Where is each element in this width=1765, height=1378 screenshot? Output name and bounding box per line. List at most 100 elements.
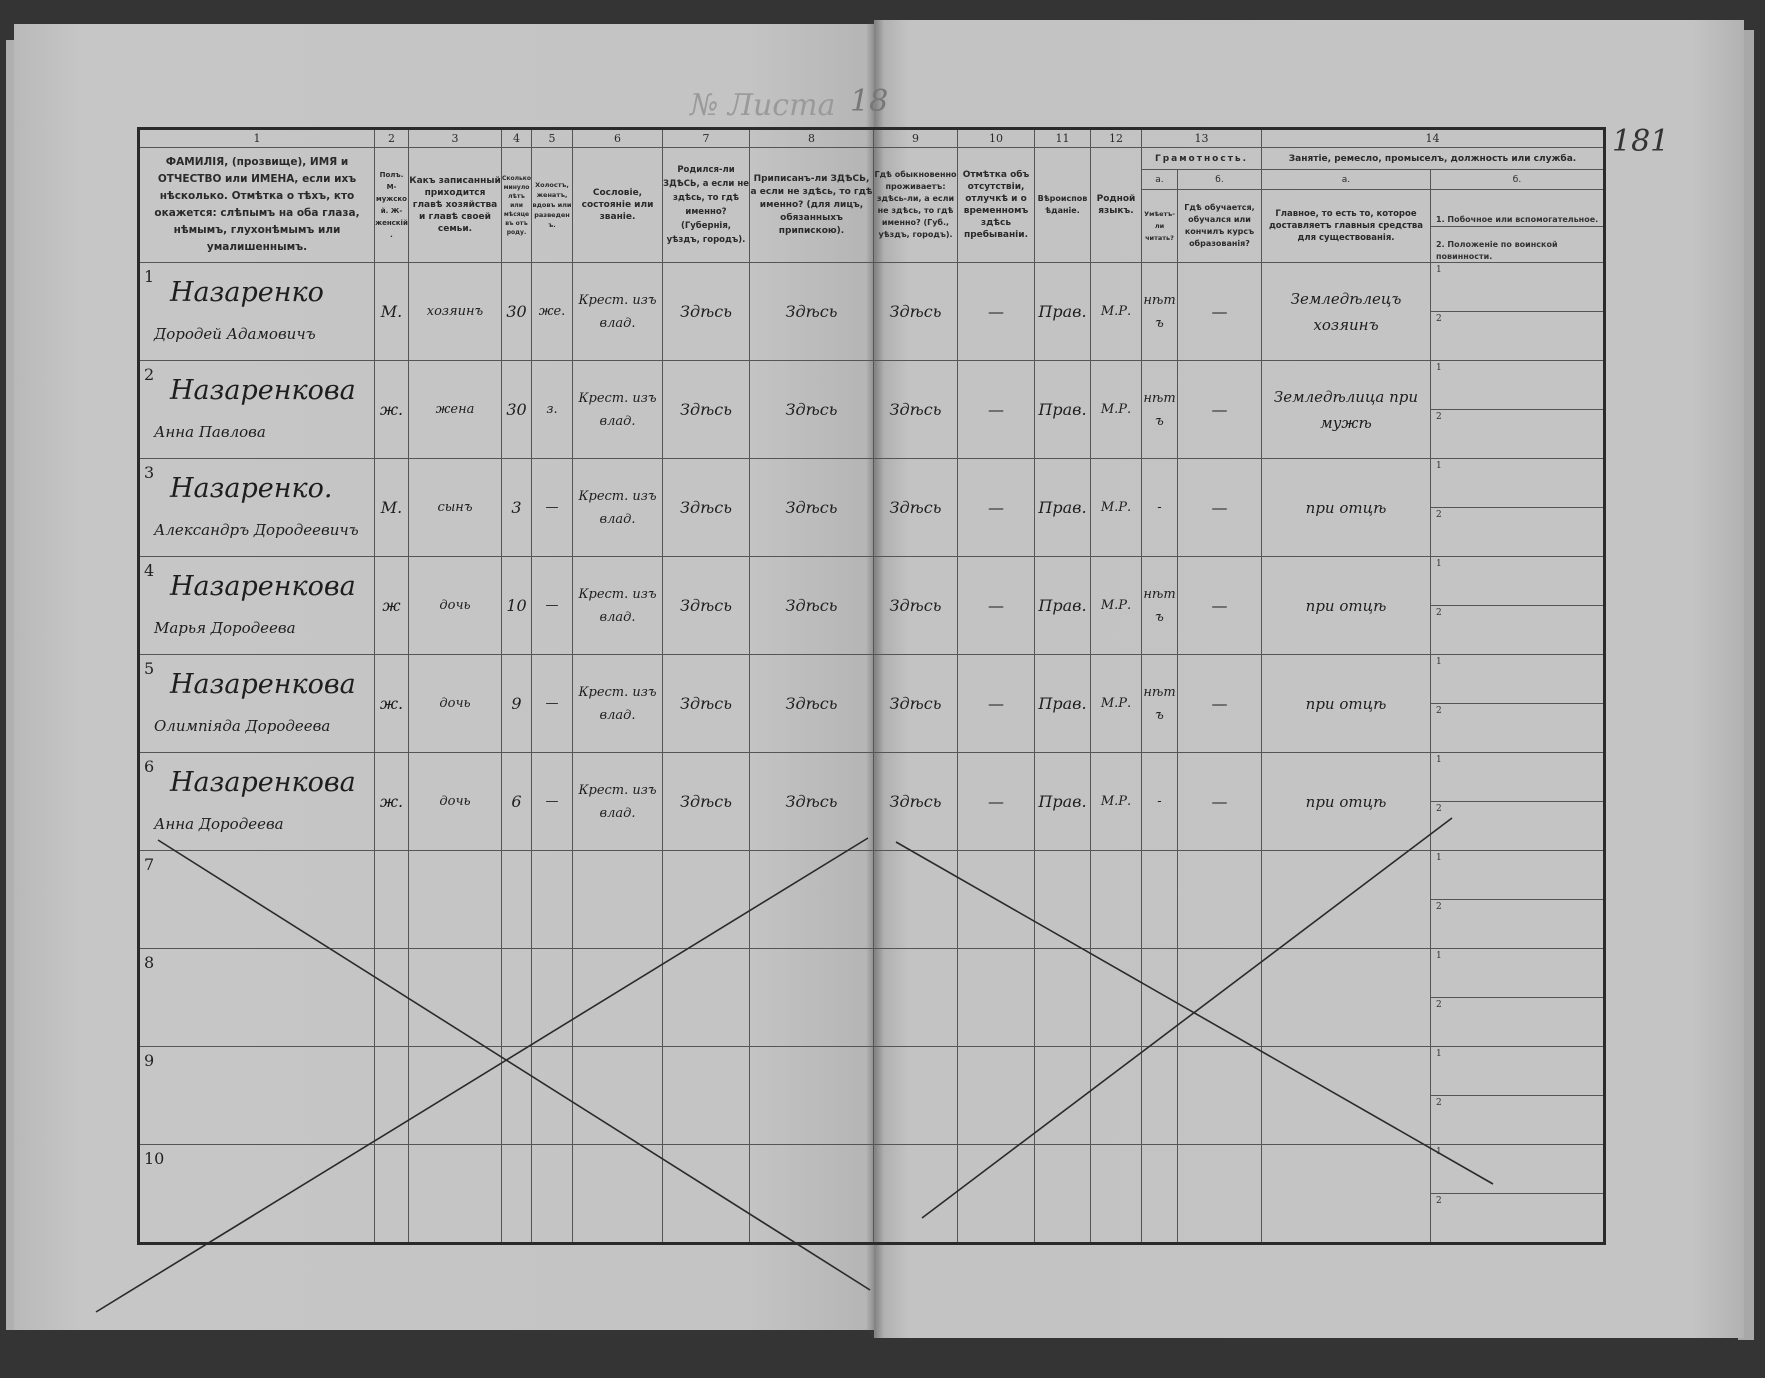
row-number: 5 xyxy=(144,659,155,678)
absence-cell-text: — xyxy=(988,596,1004,615)
absence-cell: — xyxy=(957,360,1035,459)
language-cell xyxy=(1090,850,1142,949)
education-cell xyxy=(1177,1046,1262,1145)
language-cell-text: М.Р. xyxy=(1100,696,1132,711)
name-cell: 6 Назаренкова Анна Дородеева xyxy=(138,752,375,851)
age-cell-text: 30 xyxy=(506,400,527,419)
census-table: 1 2 3 4 5 6 7 8 9 10 11 12 13 14 ФАМИЛІЯ… xyxy=(137,127,1606,1245)
absence-cell xyxy=(957,1144,1035,1244)
absence-cell-text: — xyxy=(988,302,1004,321)
language-cell: М.Р. xyxy=(1090,262,1142,361)
language-cell-text: М.Р. xyxy=(1100,794,1132,809)
education-cell-text: — xyxy=(1211,792,1228,811)
estate-cell-text: Крест. изъ влад. xyxy=(578,390,657,429)
age-cell-text: 9 xyxy=(511,694,522,713)
sex-cell xyxy=(374,948,409,1047)
sub-row-label: 1 xyxy=(1436,559,1442,569)
age-cell-text: 6 xyxy=(511,792,522,811)
surname: Назаренкова xyxy=(170,375,356,406)
marital-cell-text: — xyxy=(545,500,559,515)
absence-cell xyxy=(957,948,1035,1047)
registration-cell: Здѣсь xyxy=(749,556,874,655)
header-military-status: 2. Положеніе по воинской повинности. xyxy=(1431,226,1603,262)
language-cell-text: М.Р. xyxy=(1100,598,1132,613)
sex-cell: ж. xyxy=(374,360,409,459)
age-cell: 30 xyxy=(501,360,532,459)
estate-cell xyxy=(572,1046,663,1145)
header-religion: Вѣроисповѣданіе. xyxy=(1034,147,1091,263)
residence-cell xyxy=(873,1144,958,1244)
birthplace-cell: Здѣсь xyxy=(662,556,750,655)
education-cell xyxy=(1177,850,1262,949)
header-estate: Сословіе, состояніе или званіе. xyxy=(572,147,663,263)
education-cell: — xyxy=(1177,654,1262,753)
sub-row-label: 2 xyxy=(1431,703,1603,752)
sex-cell-text: М. xyxy=(380,302,403,321)
name-cell: 1 Назаренко Дородей Адамовичъ xyxy=(138,262,375,361)
sub-row-label: 2 xyxy=(1431,997,1603,1046)
birthplace-cell xyxy=(662,1046,750,1145)
estate-cell-text: Крест. изъ влад. xyxy=(578,488,657,527)
marital-cell-text: — xyxy=(545,598,559,613)
birthplace-cell: Здѣсь xyxy=(662,262,750,361)
sex-cell xyxy=(374,1144,409,1244)
occupation-cell-text: при отцѣ xyxy=(1305,498,1387,517)
birthplace-cell: Здѣсь xyxy=(662,360,750,459)
right-page-number: 181 xyxy=(1612,124,1670,159)
religion-cell: Прав. xyxy=(1034,752,1091,851)
name-cell: 4 Назаренкова Марья Дородеева xyxy=(138,556,375,655)
table-row: 10 1 2 xyxy=(138,1144,1605,1244)
col-number: 11 xyxy=(1034,128,1091,148)
estate-cell: Крест. изъ влад. xyxy=(572,458,663,557)
marital-cell-text: — xyxy=(545,794,559,809)
birthplace-cell: Здѣсь xyxy=(662,458,750,557)
relation-cell-text: дочь xyxy=(439,794,471,809)
language-cell: М.Р. xyxy=(1090,360,1142,459)
registration-cell-text: Здѣсь xyxy=(785,792,838,811)
estate-cell: Крест. изъ влад. xyxy=(572,360,663,459)
education-cell-text: — xyxy=(1211,596,1228,615)
language-cell-text: М.Р. xyxy=(1100,500,1132,515)
residence-cell: Здѣсь xyxy=(873,360,958,459)
occupation-cell: при отцѣ xyxy=(1261,556,1431,655)
sex-cell: ж xyxy=(374,556,409,655)
birthplace-cell-text: Здѣсь xyxy=(680,400,732,419)
birthplace-cell-text: Здѣсь xyxy=(680,694,732,713)
sub-row-label: 2 xyxy=(1431,507,1603,556)
sex-cell-text: ж. xyxy=(379,694,404,713)
sub-row-label: 1 xyxy=(1436,853,1442,863)
residence-cell: Здѣсь xyxy=(873,556,958,655)
religion-cell: Прав. xyxy=(1034,458,1091,557)
occupation-cell xyxy=(1261,1144,1431,1244)
sex-cell: М. xyxy=(374,458,409,557)
registration-cell-text: Здѣсь xyxy=(785,596,838,615)
absence-cell: — xyxy=(957,752,1035,851)
surname: Назаренкова xyxy=(170,669,356,700)
cross-line xyxy=(921,817,1453,1219)
registration-cell-text: Здѣсь xyxy=(785,498,838,517)
religion-cell xyxy=(1034,1144,1091,1244)
literacy-cell xyxy=(1141,1046,1178,1145)
marital-cell-text: же. xyxy=(538,304,566,319)
registration-cell: Здѣсь xyxy=(749,360,874,459)
given-name-patronymic: Марья Дородеева xyxy=(154,619,296,637)
relation-cell xyxy=(408,948,502,1047)
relation-cell-text: дочь xyxy=(439,696,471,711)
header-language: Родной языкъ. xyxy=(1090,147,1142,263)
absence-cell: — xyxy=(957,556,1035,655)
sub-row-label: 1 xyxy=(1436,657,1442,667)
religion-cell xyxy=(1034,850,1091,949)
sub-row-label: 1 xyxy=(1436,1049,1442,1059)
relation-cell xyxy=(408,1144,502,1244)
religion-cell-text: Прав. xyxy=(1038,400,1087,419)
given-name-patronymic: Анна Дородеева xyxy=(154,815,284,833)
literacy-cell xyxy=(1141,948,1178,1047)
surname: Назаренко xyxy=(170,277,324,308)
relation-cell-text: сынъ xyxy=(437,500,473,515)
religion-cell-text: Прав. xyxy=(1038,498,1087,517)
relation-cell: дочь xyxy=(408,654,502,753)
residence-cell-text: Здѣсь xyxy=(889,498,942,517)
estate-cell-text: Крест. изъ влад. xyxy=(578,782,657,821)
religion-cell-text: Прав. xyxy=(1038,302,1087,321)
age-cell xyxy=(501,850,532,949)
